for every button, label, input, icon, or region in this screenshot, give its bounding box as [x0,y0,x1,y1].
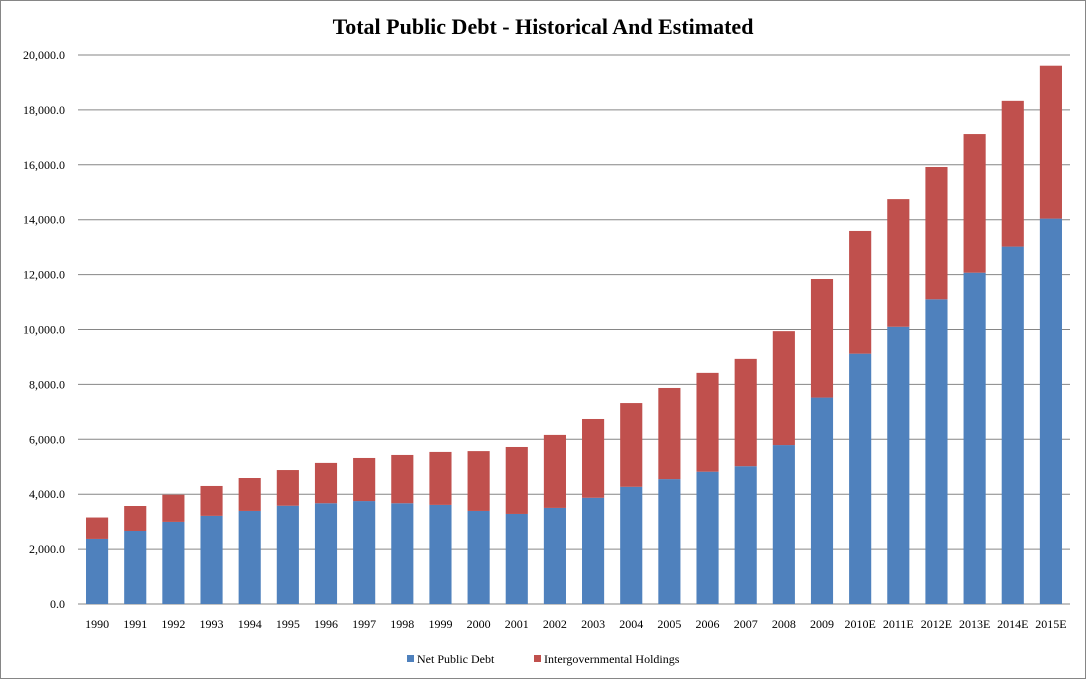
bar-intergovernmental-holdings [238,478,261,511]
bar-intergovernmental-holdings [391,454,414,504]
bar-intergovernmental-holdings [963,134,986,273]
x-tick-label: 1993 [200,617,224,631]
bar-intergovernmental-holdings [162,494,185,522]
bar-net-public-debt [925,299,948,604]
x-tick-label: 1992 [161,617,185,631]
bar-intergovernmental-holdings [734,358,757,467]
bar-net-public-debt [772,445,795,604]
x-tick-label: 2008 [772,617,796,631]
bar-net-public-debt [658,479,681,604]
bar-intergovernmental-holdings [543,434,566,508]
bar-intergovernmental-holdings [696,372,719,472]
bar-intergovernmental-holdings [810,278,834,398]
bar-net-public-debt [810,397,834,604]
x-tick-label: 1990 [85,617,109,631]
x-tick-label: 2002 [543,617,567,631]
y-tick-label: 6,000.0 [29,432,65,446]
bar-net-public-debt [582,497,605,604]
bar-net-public-debt [238,510,261,604]
bar-net-public-debt [353,501,376,604]
legend-swatch [407,655,414,662]
bar-net-public-debt [620,486,643,604]
x-tick-label: 2007 [734,617,758,631]
y-tick-label: 4,000.0 [29,487,65,501]
x-tick-label: 1996 [314,617,338,631]
x-tick-label: 2010E [844,617,875,631]
bar-intergovernmental-holdings [925,166,948,300]
bar-net-public-debt [200,515,223,604]
x-tick-label: 2003 [581,617,605,631]
bar-net-public-debt [1039,218,1062,605]
chart-title: Total Public Debt - Historical And Estim… [333,14,754,39]
bar-net-public-debt [887,326,910,604]
legend-label: Net Public Debt [417,652,495,666]
x-tick-label: 1998 [390,617,414,631]
bar-intergovernmental-holdings [86,517,109,539]
bar-net-public-debt [543,507,566,604]
x-tick-label: 1995 [276,617,300,631]
bar-net-public-debt [124,530,147,604]
x-tick-label: 2004 [619,617,643,631]
legend-label: Intergovernmental Holdings [544,652,680,666]
y-tick-label: 0.0 [50,597,65,611]
y-tick-label: 12,000.0 [23,268,65,282]
bar-intergovernmental-holdings [353,457,376,502]
bar-net-public-debt [1001,246,1024,604]
bar-net-public-debt [734,466,757,604]
x-tick-label: 2009 [810,617,834,631]
x-tick-label: 2005 [657,617,681,631]
x-tick-label: 2001 [505,617,529,631]
x-tick-label: 2015E [1035,617,1066,631]
bar-intergovernmental-holdings [429,451,452,505]
x-tick-label: 2011E [883,617,914,631]
bar-net-public-debt [314,503,338,604]
y-tick-label: 10,000.0 [23,323,65,337]
x-tick-label: 1991 [123,617,147,631]
bar-intergovernmental-holdings [582,418,605,498]
x-tick-label: 2000 [467,617,491,631]
y-tick-label: 16,000.0 [23,158,65,172]
bar-net-public-debt [467,510,490,604]
bar-net-public-debt [86,538,109,604]
bar-intergovernmental-holdings [620,403,643,487]
x-tick-label: 1999 [428,617,452,631]
bar-intergovernmental-holdings [658,387,681,480]
bar-intergovernmental-holdings [1001,100,1024,247]
bar-net-public-debt [391,503,414,604]
y-tick-label: 20,000.0 [23,48,65,62]
bar-intergovernmental-holdings [124,506,147,531]
x-tick-label: 1997 [352,617,376,631]
bar-intergovernmental-holdings [1039,65,1062,219]
bar-intergovernmental-holdings [887,199,910,327]
bar-net-public-debt [849,353,872,604]
x-tick-label: 2013E [959,617,990,631]
y-tick-label: 18,000.0 [23,103,65,117]
bar-net-public-debt [162,521,185,604]
bar-intergovernmental-holdings [314,462,338,504]
x-tick-label: 2006 [696,617,720,631]
bar-intergovernmental-holdings [467,451,490,511]
bar-intergovernmental-holdings [849,230,872,354]
bar-net-public-debt [505,513,528,604]
bar-net-public-debt [963,272,986,604]
y-tick-label: 2,000.0 [29,542,65,556]
bar-intergovernmental-holdings [276,470,299,506]
bar-intergovernmental-holdings [772,331,795,446]
x-tick-label: 2012E [921,617,952,631]
x-tick-label: 1994 [238,617,262,631]
bar-net-public-debt [696,471,719,604]
bar-net-public-debt [276,505,299,604]
x-tick-label: 2014E [997,617,1028,631]
bar-intergovernmental-holdings [200,485,223,516]
y-tick-label: 14,000.0 [23,213,65,227]
bar-intergovernmental-holdings [505,446,528,514]
legend-swatch [534,655,541,662]
y-tick-label: 8,000.0 [29,377,65,391]
bar-net-public-debt [429,504,452,604]
